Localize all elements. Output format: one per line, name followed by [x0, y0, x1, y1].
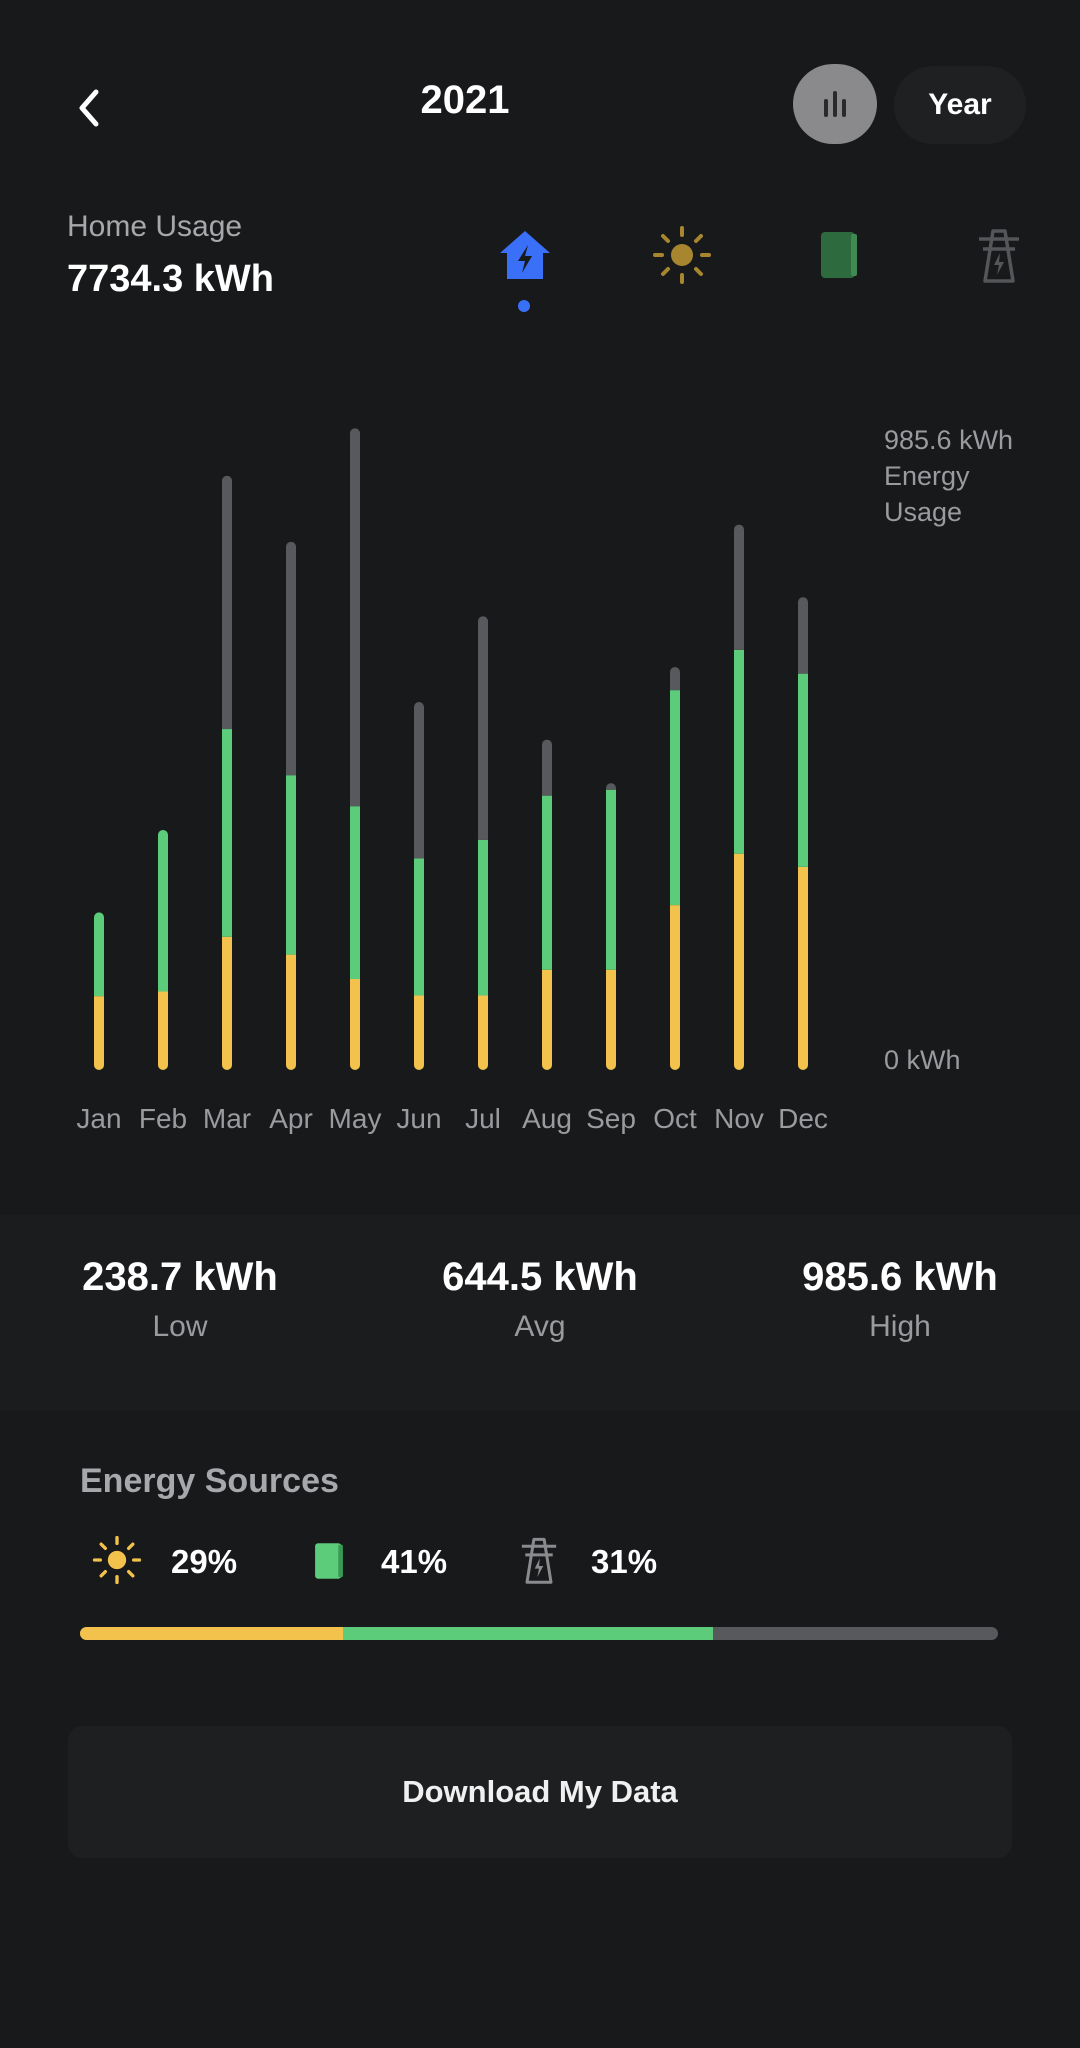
usage-label: Home Usage	[67, 210, 243, 243]
bar-segment-solar	[350, 978, 360, 1070]
x-tick-label: Oct	[653, 1103, 697, 1134]
x-tick-label: Aug	[522, 1103, 572, 1134]
grid-percent: 31%	[591, 1543, 658, 1580]
bar-segment-battery	[542, 795, 552, 970]
battery-percent: 41%	[381, 1543, 448, 1580]
bar-segment-battery	[670, 690, 680, 906]
y-axis-zero-label: 0 kWh	[884, 1045, 961, 1075]
page-title: 2021	[420, 78, 510, 122]
stat-high-value: 985.6 kWh	[802, 1255, 998, 1299]
back-button[interactable]	[62, 80, 118, 136]
stat-low-label: Low	[152, 1310, 208, 1343]
battery-icon	[821, 232, 857, 278]
y-axis-max-label: 985.6 kWh	[884, 425, 1014, 455]
bar-segment-solar	[734, 853, 744, 1070]
bar-segment-grid	[606, 783, 616, 790]
bar-segment-battery	[478, 839, 488, 996]
bar-segment-grid	[350, 428, 360, 807]
energy-sources-bar	[80, 1627, 998, 1640]
tab-grid[interactable]	[964, 220, 1034, 290]
x-tick-label: Jan	[76, 1103, 121, 1134]
bar-segment-solar	[542, 969, 552, 1070]
active-tab-indicator	[518, 300, 530, 312]
sun-icon	[92, 1535, 142, 1585]
home-bolt-icon	[500, 231, 550, 279]
bar-segment-solar	[222, 936, 232, 1070]
stat-high-label: High	[869, 1310, 931, 1343]
x-tick-label: Feb	[139, 1103, 187, 1134]
energy-sources-title: Energy Sources	[80, 1462, 339, 1500]
bar-segment-battery	[286, 775, 296, 955]
bar-jun[interactable]	[414, 702, 424, 1070]
bar-segment-solar	[94, 996, 104, 1070]
bar-segment-solar	[670, 905, 680, 1070]
tab-solar[interactable]	[647, 220, 717, 290]
bar-segment-battery	[606, 789, 616, 970]
usage-value: 7734.3 kWh	[67, 258, 274, 300]
bar-segment-grid	[222, 475, 232, 730]
stats-panel	[0, 1215, 1080, 1410]
stat-avg-value: 644.5 kWh	[442, 1255, 638, 1299]
x-tick-label: Nov	[714, 1103, 764, 1134]
x-tick-label: Apr	[269, 1103, 313, 1134]
bar-oct[interactable]	[670, 667, 680, 1070]
power-tower-icon	[979, 229, 1019, 283]
sun-icon	[653, 226, 711, 284]
bar-segment-grid	[670, 667, 680, 691]
x-tick-label: Jul	[465, 1103, 501, 1134]
chart-view-toggle-button[interactable]	[793, 64, 877, 144]
x-tick-label: Mar	[203, 1103, 251, 1134]
usage-chart: Jan Feb Mar Apr May Jun Jul Aug Sep Oct Nov Dec	[76, 428, 828, 1134]
bar-segment-battery	[222, 729, 232, 937]
stat-low-value: 238.7 kWh	[82, 1255, 278, 1299]
x-tick-label: May	[329, 1103, 382, 1134]
tab-battery[interactable]	[804, 220, 874, 290]
bar-mar[interactable]	[222, 475, 232, 1070]
bar-segment-grid	[286, 541, 296, 776]
x-tick-label: Jun	[396, 1103, 441, 1134]
bar-segment-solar	[478, 995, 488, 1070]
x-tick-label: Sep	[586, 1103, 636, 1134]
bar-segment-battery	[734, 649, 744, 854]
bar-apr[interactable]	[286, 541, 296, 1070]
solar-percent: 29%	[171, 1543, 238, 1580]
bar-jan[interactable]	[94, 912, 104, 1070]
y-axis-caption: Energy Usage	[884, 461, 970, 527]
bar-segment-grid	[414, 702, 424, 859]
bar-segment-solar	[158, 991, 168, 1070]
solar-share-segment	[80, 1627, 344, 1640]
download-data-button[interactable]: Download My Data	[68, 1726, 1012, 1858]
bar-segment-battery	[94, 912, 104, 997]
bar-segment-grid	[478, 616, 488, 840]
x-tick-label: Dec	[778, 1103, 828, 1134]
bar-nov[interactable]	[734, 524, 744, 1070]
bar-segment-solar	[606, 969, 616, 1070]
bar-segment-battery	[414, 858, 424, 996]
bar-segment-grid	[734, 524, 744, 650]
stat-avg-label: Avg	[514, 1310, 566, 1343]
power-tower-icon	[521, 1537, 557, 1584]
bar-aug[interactable]	[542, 739, 552, 1070]
chevron-left-icon	[79, 89, 99, 127]
tab-home[interactable]	[490, 220, 560, 290]
bar-jul[interactable]	[478, 616, 488, 1070]
bar-may[interactable]	[350, 428, 360, 1070]
bar-sep[interactable]	[606, 783, 616, 1070]
bar-segment-battery	[158, 829, 168, 992]
battery-share-segment	[343, 1627, 714, 1640]
bar-segment-solar	[798, 866, 808, 1070]
bar-segment-grid	[798, 597, 808, 674]
bar-segment-grid	[542, 739, 552, 796]
battery-icon	[315, 1543, 343, 1579]
bar-segment-battery	[350, 806, 360, 979]
bar-segment-solar	[414, 995, 424, 1070]
bar-segment-battery	[798, 673, 808, 867]
bar-dec[interactable]	[798, 597, 808, 1070]
bar-chart-icon	[824, 91, 846, 117]
bar-segment-solar	[286, 954, 296, 1070]
bar-feb[interactable]	[158, 829, 168, 1070]
period-selector-button[interactable]: Year	[894, 66, 1026, 144]
